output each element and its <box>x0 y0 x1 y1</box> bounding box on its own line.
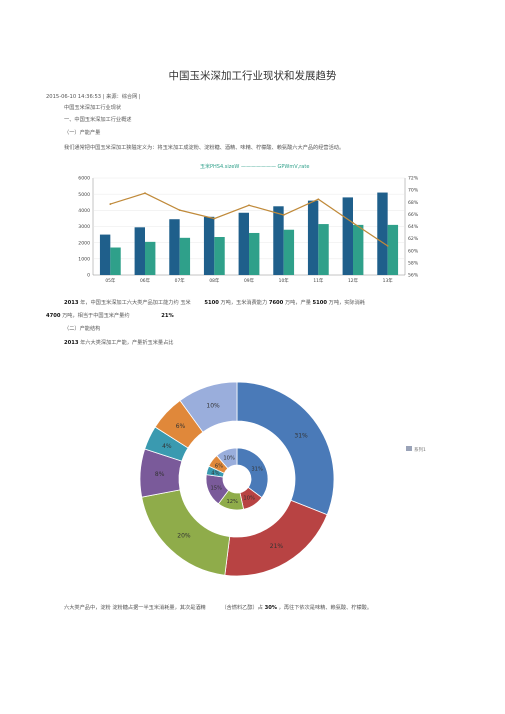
inner-slice-label: 10% <box>223 456 235 462</box>
outer-slice-label: 8% <box>155 471 165 478</box>
y-tick-label: 2000 <box>78 240 90 246</box>
structure-donut-chart: 31%21%20%8%4%6%10%31%10%12%15%4%6%10% 系列… <box>139 381 426 577</box>
inner-slice-label: 6% <box>215 463 223 469</box>
chart-legend-text: 玉米PHS4.sizeW ——————— GPWmV,rate <box>200 163 309 170</box>
article-meta: 2015-06-10 14:36:53 | 来源：综合网 | <box>46 94 141 100</box>
outer-slice-label: 20% <box>177 533 191 540</box>
x-tick-label: 05年 <box>105 277 116 284</box>
outer-slice <box>179 381 238 433</box>
x-tick-label: 06年 <box>140 277 151 284</box>
paragraph-conclusion: 六大类产品中，淀粉 淀粉糖占据一半玉米消耗量，其次是酒精 （含燃料乙醇）占 30… <box>64 605 373 611</box>
bar-series1 <box>134 227 145 275</box>
rate-point <box>109 203 112 205</box>
paragraph-output-line2: 4700 万吨，相当于中国玉米产量约 21% <box>46 313 174 319</box>
bar-series1 <box>377 192 388 275</box>
y-tick-label: 3000 <box>78 224 90 230</box>
bar-series1 <box>342 197 353 275</box>
bar-series2 <box>179 237 191 275</box>
heading-industry: 中国玉米深加工行业现状 <box>64 105 122 111</box>
outer-slice-label: 31% <box>294 433 308 440</box>
paragraph-output-line1: 2013 年，中国玉米深加工六大类产品加工能力约 玉米 5100 万吨，玉米消费… <box>64 300 365 306</box>
x-tick-label: 12年 <box>348 277 359 284</box>
capacity-chart: 玉米PHS4.sizeW ——————— GPWmV,rate 6000 5000… <box>78 163 419 284</box>
inner-slice-label: 12% <box>226 499 238 505</box>
x-tick-label: 08年 <box>209 277 220 284</box>
x-tick-label: 11年 <box>313 277 324 284</box>
y2-tick-label: 70% <box>408 188 419 194</box>
section-capacity: （一）产能产量 <box>64 130 101 136</box>
paragraph-structure: 2013 年六大类深加工产能，产量折玉米量占比 <box>64 340 174 346</box>
bar-series2 <box>110 247 121 275</box>
bar-series2 <box>214 237 225 275</box>
inner-slice <box>216 447 238 469</box>
rate-point <box>178 209 181 212</box>
x-tick-label: 09年 <box>244 277 255 284</box>
paragraph-definition: 我们通常把中国玉米深加工狭隘定义为：将玉米加工成淀粉、淀粉糖、酒精、味精、柠檬酸… <box>64 145 345 151</box>
donut-legend-swatch <box>406 446 412 451</box>
x-tick-label: 13年 <box>383 277 394 284</box>
inner-slice <box>236 447 269 499</box>
outer-slice-label: 10% <box>206 402 220 409</box>
rate-point <box>213 217 216 220</box>
y2-tick-label: 60% <box>408 248 419 254</box>
outer-slice-label: 4% <box>162 443 172 450</box>
rate-point <box>144 192 146 195</box>
y-tick-label: 4000 <box>78 208 90 214</box>
rate-point <box>386 245 389 247</box>
rate-point <box>282 214 285 216</box>
outer-slice-label: 6% <box>176 423 186 430</box>
y2-tick-label: 62% <box>408 236 419 242</box>
bar-series1 <box>238 212 249 275</box>
bar-series2 <box>145 241 156 275</box>
donut-legend-label: 系列1 <box>414 446 426 453</box>
y2-tick-label: 58% <box>408 260 419 266</box>
outer-slice-label: 21% <box>270 543 284 550</box>
bar-series1 <box>203 216 215 275</box>
x-tick-label: 07年 <box>175 277 186 284</box>
bar-series2 <box>353 224 364 275</box>
heading-overview: 一、中国玉米深加工行业概述 <box>64 117 132 123</box>
y-tick-label: 1000 <box>78 256 90 262</box>
y-tick-label: 5000 <box>78 192 90 198</box>
y2-tick-label: 64% <box>408 224 419 230</box>
rate-point <box>317 198 320 201</box>
x-tick-label: 10年 <box>279 277 290 284</box>
y-tick-label: 6000 <box>78 176 90 182</box>
section-structure: （二）产能结构 <box>64 326 101 332</box>
bar-series2 <box>283 229 295 275</box>
y2-tick-label: 72% <box>408 176 419 182</box>
inner-slice-label: 15% <box>210 485 222 491</box>
bar-series1 <box>273 206 284 275</box>
inner-slice-label: 10% <box>243 496 255 502</box>
rate-point <box>248 204 250 207</box>
y2-tick-label: 68% <box>408 200 419 206</box>
outer-slice <box>224 499 328 577</box>
outer-slice <box>236 381 335 516</box>
bar-series1 <box>307 200 319 275</box>
y-tick-label: 0 <box>87 273 90 279</box>
page-title: 中国玉米深加工行业现状和发展趋势 <box>168 70 337 82</box>
bar-series2 <box>387 224 399 275</box>
y2-tick-label: 66% <box>408 212 419 218</box>
rate-point <box>352 221 354 224</box>
y2-tick-label: 56% <box>408 273 419 279</box>
bar-series2 <box>249 232 260 275</box>
bar-series1 <box>99 234 111 275</box>
bar-series1 <box>169 219 180 275</box>
bar-series2 <box>318 224 329 275</box>
inner-slice-label: 31% <box>251 467 263 473</box>
inner-slice-label: 4% <box>211 470 219 476</box>
